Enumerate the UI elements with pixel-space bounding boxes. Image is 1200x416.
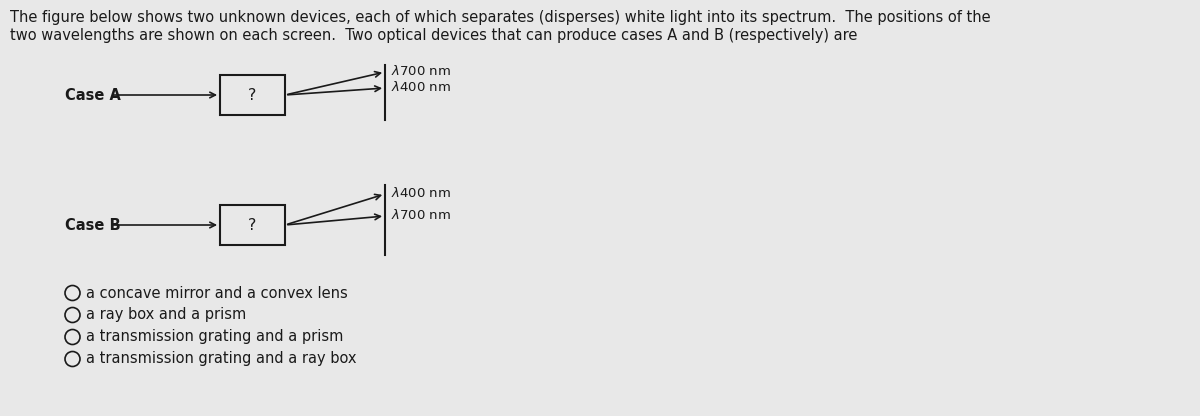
Text: Case A: Case A	[65, 87, 121, 102]
Text: $\lambda$400 nm: $\lambda$400 nm	[391, 186, 451, 200]
Text: $\lambda$700 nm: $\lambda$700 nm	[391, 208, 451, 222]
Text: a transmission grating and a ray box: a transmission grating and a ray box	[86, 352, 356, 366]
Text: a transmission grating and a prism: a transmission grating and a prism	[86, 329, 343, 344]
Bar	[220, 205, 286, 245]
Text: two wavelengths are shown on each screen.  Two optical devices that can produce : two wavelengths are shown on each screen…	[10, 28, 857, 43]
Text: ?: ?	[248, 87, 257, 102]
Text: $\lambda$400 nm: $\lambda$400 nm	[391, 80, 451, 94]
Text: $\lambda$700 nm: $\lambda$700 nm	[391, 64, 451, 78]
Text: a concave mirror and a convex lens: a concave mirror and a convex lens	[86, 285, 348, 300]
Text: a ray box and a prism: a ray box and a prism	[86, 307, 246, 322]
Text: ?: ?	[248, 218, 257, 233]
Text: The figure below shows two unknown devices, each of which separates (disperses) : The figure below shows two unknown devic…	[10, 10, 991, 25]
Bar	[220, 75, 286, 115]
Text: Case B: Case B	[65, 218, 121, 233]
